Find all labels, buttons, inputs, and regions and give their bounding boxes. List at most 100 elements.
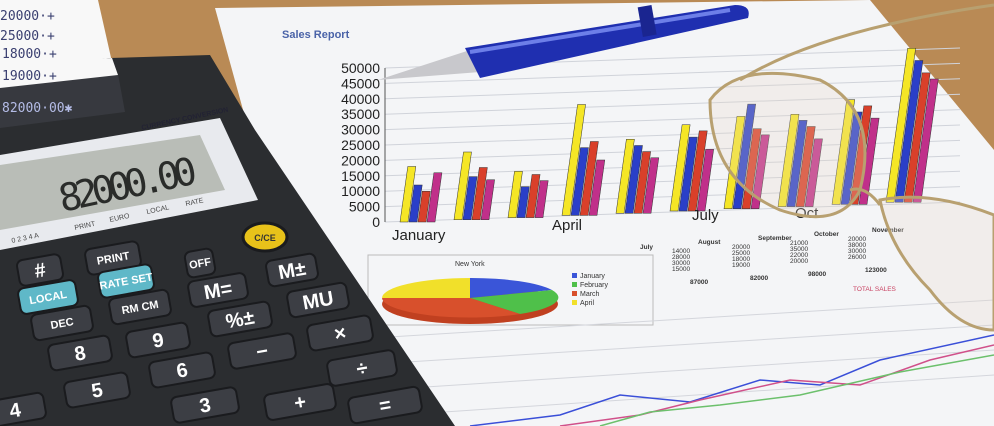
line-series-green [599, 354, 994, 426]
bar [534, 180, 549, 218]
key-cap[interactable] [265, 252, 319, 288]
key-cap[interactable] [187, 272, 249, 308]
gridline [384, 62, 961, 84]
pie-chart [382, 277, 559, 324]
total: 87000 [690, 279, 708, 286]
key-three[interactable]: 3 [170, 386, 240, 424]
bar [750, 134, 770, 210]
key-rate[interactable]: RATE SET [97, 263, 155, 299]
gridline [384, 78, 961, 100]
key-cap[interactable] [241, 221, 289, 253]
key-cap[interactable] [263, 383, 337, 421]
key-cap[interactable] [16, 253, 64, 287]
calculator-tape-lower: 19000·+ 82000·00✱ [0, 58, 118, 116]
bar [615, 139, 635, 214]
bar [669, 124, 691, 212]
key-cap[interactable] [170, 386, 240, 424]
key-cap[interactable] [183, 247, 217, 279]
x-label-january: January [392, 227, 446, 244]
bar [804, 138, 823, 207]
key-local[interactable]: LOCAL [17, 279, 79, 315]
key-cap[interactable] [286, 281, 350, 319]
bar [696, 149, 714, 212]
key-cap[interactable] [148, 351, 216, 389]
tape-total-line: 82000·00✱ [2, 101, 73, 116]
key-cap[interactable] [306, 314, 374, 352]
display-label: PRINT [74, 221, 97, 232]
key-cap[interactable] [97, 263, 155, 299]
key-label: × [333, 322, 348, 346]
key-six[interactable]: 6 [148, 351, 216, 389]
bar [786, 120, 808, 207]
key-label: 9 [151, 329, 166, 353]
bar [795, 126, 816, 207]
bar [408, 184, 423, 223]
key-cap[interactable] [47, 334, 113, 372]
pie-legend: January February March April [572, 273, 609, 307]
key-ce[interactable]: C/CE [241, 221, 289, 253]
key-cap[interactable] [125, 321, 191, 359]
key-four[interactable]: 4 [0, 391, 47, 426]
key-dec[interactable]: DEC [30, 304, 94, 342]
total-sales-label: TOTAL SALES [853, 286, 897, 293]
key-equals[interactable]: = [347, 385, 423, 425]
key-m_pm[interactable]: M± [265, 252, 319, 288]
key-mu[interactable]: MU [286, 281, 350, 319]
key-cap[interactable] [347, 385, 423, 425]
key-divide[interactable]: ÷ [326, 349, 398, 387]
key-pct[interactable]: %± [207, 300, 273, 338]
cell: 30000 [672, 260, 690, 267]
key-label: OFF [188, 256, 212, 272]
total: 98000 [808, 271, 826, 278]
key-cap[interactable] [0, 391, 47, 426]
key-off[interactable]: OFF [183, 247, 217, 279]
bar-series [399, 47, 939, 223]
key-cap[interactable] [17, 279, 79, 315]
line-series-blue [469, 334, 994, 426]
key-times[interactable]: × [306, 314, 374, 352]
y-tick-label: 40000 [341, 91, 380, 107]
bar [453, 151, 472, 221]
bar [912, 78, 939, 203]
cell: 18000 [732, 256, 750, 263]
key-cap[interactable] [30, 304, 94, 342]
tape-cover [0, 74, 125, 128]
legend-march: March [580, 291, 600, 298]
bar [633, 151, 651, 214]
key-cap[interactable] [326, 349, 398, 387]
key-label: 6 [175, 359, 190, 383]
key-cap[interactable] [227, 332, 297, 370]
key-eight[interactable]: 8 [47, 334, 113, 372]
key-plus[interactable]: + [263, 383, 337, 421]
bar [471, 167, 488, 221]
gridline [384, 201, 961, 223]
cell: 22000 [790, 252, 808, 259]
key-rm[interactable]: RM CM [108, 288, 172, 326]
cell: 35000 [790, 246, 808, 253]
header-july: July [640, 244, 653, 251]
key-label: + [293, 391, 308, 415]
bar [642, 157, 660, 214]
key-label: MU [301, 287, 335, 314]
report-paper [215, 0, 994, 426]
key-five[interactable]: 5 [63, 371, 131, 409]
key-cap[interactable] [207, 300, 273, 338]
key-m_eq[interactable]: M= [187, 272, 249, 308]
key-cap[interactable] [63, 371, 131, 409]
bar [399, 166, 417, 223]
pie-title: New York [455, 261, 485, 268]
pie-frame [367, 254, 654, 326]
key-minus[interactable]: − [227, 332, 297, 370]
bar [687, 130, 708, 212]
bar [579, 141, 599, 216]
key-hash[interactable]: # [16, 253, 64, 287]
cell: 15000 [672, 266, 690, 273]
tape-line: 19000·+ [2, 69, 57, 84]
bar [480, 179, 495, 221]
display-label: RATE [185, 197, 205, 208]
key-nine[interactable]: 9 [125, 321, 191, 359]
key-cap[interactable] [108, 288, 172, 326]
calculator-tape: 20000·+ 25000·+ 18000·+ [0, 0, 112, 70]
y-tick-label: 15000 [341, 168, 380, 184]
key-label: %± [224, 307, 256, 334]
